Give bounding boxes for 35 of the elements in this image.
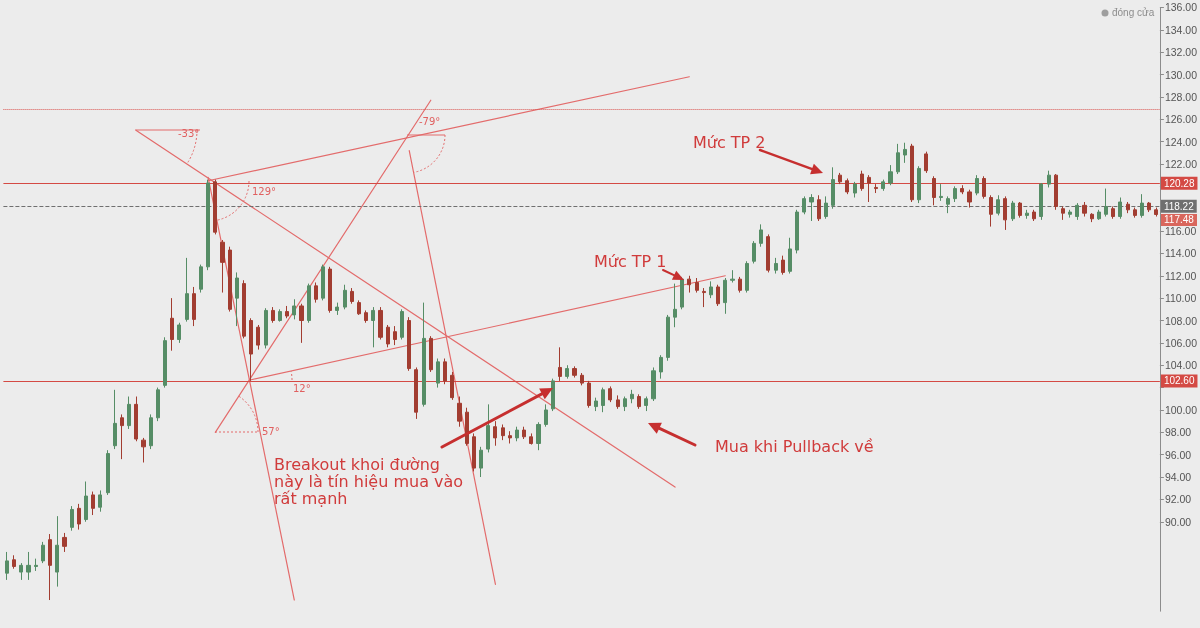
- y-tick-label: 110.00: [1164, 292, 1197, 305]
- annotation: Mức TP 1: [594, 252, 667, 272]
- annotation: -33°: [178, 128, 200, 140]
- y-tick-label: 132.00: [1164, 46, 1198, 59]
- y-tick-label: 114.00: [1164, 247, 1197, 260]
- y-tick-label: 126.00: [1164, 113, 1198, 126]
- annotation: đóng cửa: [1112, 7, 1155, 19]
- y-tick-label: 134.00: [1164, 23, 1198, 36]
- y-tick-label: 124.00: [1164, 135, 1198, 148]
- ref-line-label: 120.28: [1163, 177, 1195, 189]
- y-tick-label: 112.00: [1164, 269, 1197, 282]
- y-tick-label: 136.00: [1164, 1, 1198, 14]
- ref-line-label: 118.22: [1163, 200, 1195, 212]
- ref-line-label: 102.60: [1163, 375, 1195, 387]
- y-tick-label: 98.00: [1164, 426, 1192, 439]
- annotation: 12°: [293, 383, 311, 395]
- y-tick-label: 128.00: [1164, 90, 1198, 103]
- y-tick-label: 100.00: [1164, 403, 1198, 416]
- y-tick-label: 116.00: [1164, 225, 1197, 238]
- y-tick-label: 106.00: [1164, 336, 1198, 349]
- annotation: 129°: [252, 186, 277, 198]
- annotation: Mua khi Pullback về: [715, 437, 874, 457]
- y-tick-label: 130.00: [1164, 68, 1198, 81]
- annotation: Mức TP 2: [693, 133, 766, 153]
- y-tick-label: 104.00: [1164, 359, 1198, 372]
- y-tick-label: 108.00: [1164, 314, 1198, 327]
- y-tick-label: 92.00: [1164, 493, 1192, 506]
- y-tick-label: 90.00: [1164, 515, 1192, 528]
- annotation: -79°: [419, 116, 441, 128]
- annotation: Breakout khoi đường này là tín hiệu mua vào rất mạnh: [274, 455, 465, 508]
- text: 117.48: [1161, 213, 1197, 226]
- y-tick-label: 96.00: [1164, 448, 1192, 461]
- annotation: 57°: [262, 426, 280, 438]
- y-tick-label: 94.00: [1164, 471, 1192, 484]
- y-tick-label: 122.00: [1164, 157, 1198, 170]
